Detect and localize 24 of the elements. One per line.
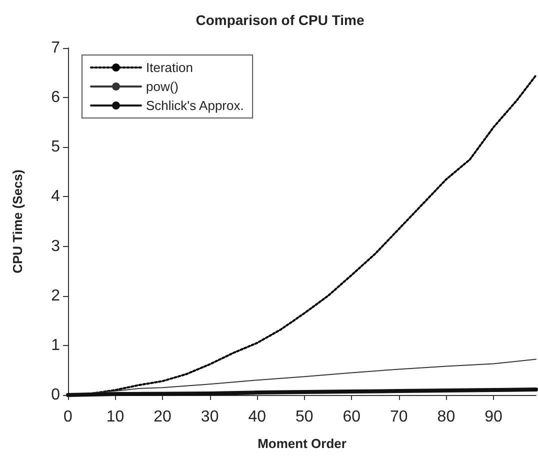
x-tick-label: 0 <box>64 408 73 426</box>
x-tick-label: 20 <box>154 408 172 426</box>
x-axis-title: Moment Order <box>258 436 346 451</box>
x-tick-label: 30 <box>200 408 219 426</box>
y-axis-title: CPU Time (Secs) <box>10 170 25 274</box>
y-tick-label: 7 <box>51 40 60 56</box>
chart-title: Comparison of CPU Time <box>196 12 364 28</box>
x-tick-label: 80 <box>437 408 456 426</box>
y-tick-label: 2 <box>51 287 60 304</box>
y-tick-label: 1 <box>51 336 60 354</box>
x-tick-label: 10 <box>106 408 124 426</box>
x-tick-label: 40 <box>248 408 266 426</box>
y-tick-label: 3 <box>51 238 60 255</box>
y-tick-label: 0 <box>51 386 60 404</box>
legend-label: Schlick's Approx. <box>146 98 244 113</box>
legend-label: pow() <box>146 79 179 94</box>
x-tick-label: 60 <box>342 408 361 426</box>
legend-label: Iteration <box>146 60 193 75</box>
y-tick-label: 5 <box>51 138 60 156</box>
y-tick-label: 4 <box>51 188 60 206</box>
y-tick-label: 6 <box>51 89 60 106</box>
x-tick-label: 50 <box>295 408 314 426</box>
x-tick-label: 70 <box>390 408 408 426</box>
x-tick-label: 90 <box>484 408 502 426</box>
